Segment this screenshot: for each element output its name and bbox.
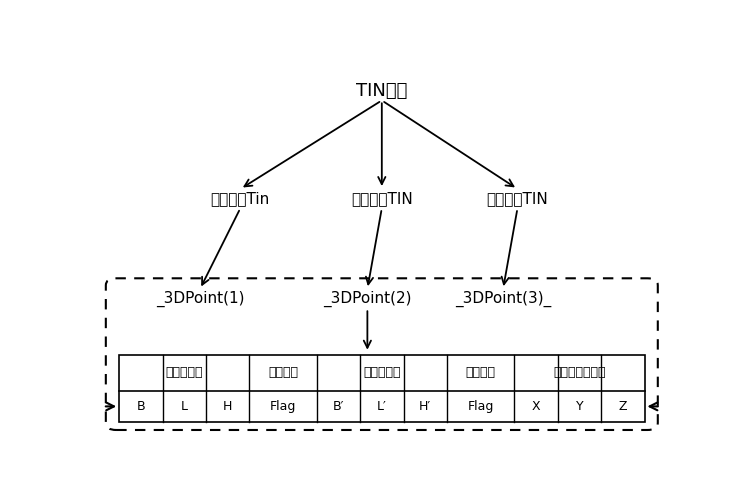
Text: Y: Y [576, 400, 583, 413]
Text: TIN列表: TIN列表 [356, 82, 408, 100]
Text: _3DPoint(3)_: _3DPoint(3)_ [455, 290, 551, 307]
Text: _3DPoint(2): _3DPoint(2) [323, 290, 412, 307]
Text: 地心空间直角系: 地心空间直角系 [553, 366, 606, 379]
Text: X: X [532, 400, 540, 413]
Text: B: B [136, 400, 145, 413]
Text: H: H [223, 400, 232, 413]
Text: B′: B′ [332, 400, 344, 413]
Bar [119, 354, 644, 422]
Text: Flag: Flag [467, 400, 494, 413]
Text: Flag: Flag [270, 400, 297, 413]
Text: Z: Z [618, 400, 627, 413]
Text: L′: L′ [377, 400, 387, 413]
Text: H′: H′ [419, 400, 431, 413]
Text: 其它数据TIN: 其它数据TIN [486, 191, 548, 206]
Text: 转换标志: 转换标志 [268, 366, 298, 379]
Text: L: L [181, 400, 188, 413]
Text: 站心坐标系: 站心坐标系 [363, 366, 401, 379]
Text: 转换标志: 转换标志 [466, 366, 495, 379]
Text: 大地坐标系: 大地坐标系 [165, 366, 203, 379]
Text: 建筑数据Tin: 建筑数据Tin [211, 191, 270, 206]
Text: _3DPoint(1): _3DPoint(1) [156, 290, 244, 307]
Text: 地形数据TIN: 地形数据TIN [351, 191, 413, 206]
